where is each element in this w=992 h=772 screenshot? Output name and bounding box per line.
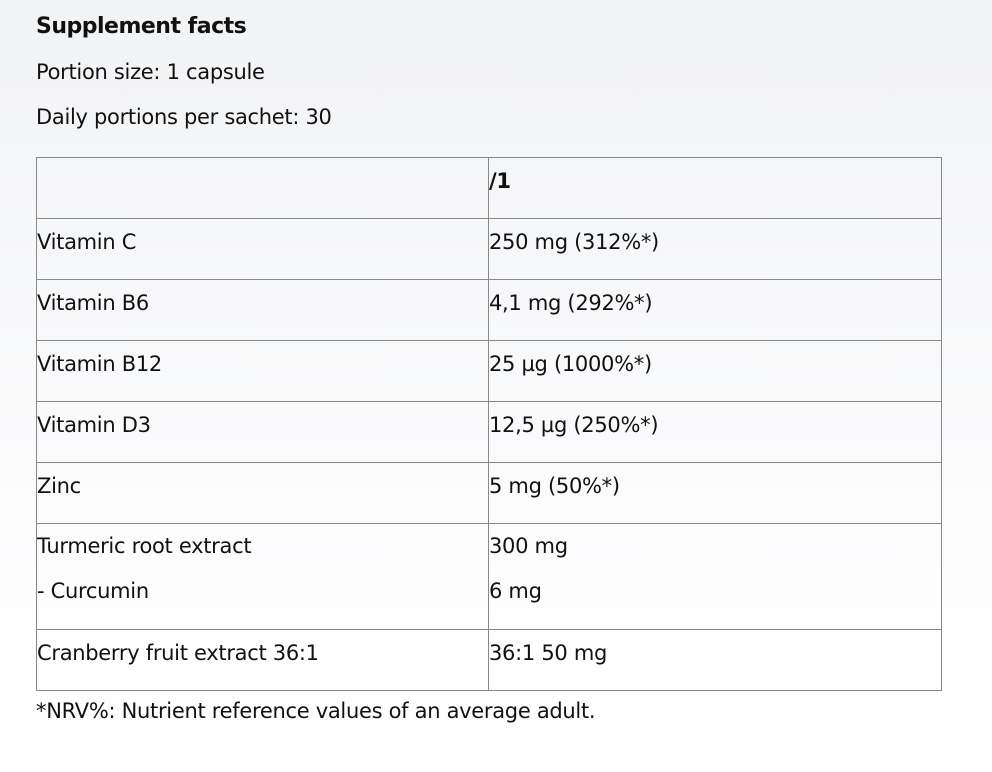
table-row: Vitamin D3 12,5 µg (250%*) [36,401,942,463]
nutrient-name: Vitamin D3 [36,401,489,463]
nutrient-name: Vitamin C [36,218,489,280]
table-row: Zinc 5 mg (50%*) [36,462,942,524]
nutrient-value: 25 µg (1000%*) [488,340,942,402]
nutrient-name: Vitamin B12 [36,340,489,402]
footnote: *NRV%: Nutrient reference values of an a… [36,699,596,723]
table-row-turmeric: Turmeric root extract - Curcumin 300 mg … [36,523,942,630]
supplement-facts-table: /1 Vitamin C 250 mg (312%*) Vitamin B6 4… [36,157,942,691]
daily-portions: Daily portions per sachet: 30 [36,105,332,129]
sub-nutrient-value: 6 mg [489,579,542,603]
nutrient-value: 300 mg [489,534,568,558]
table-row: Vitamin B12 25 µg (1000%*) [36,340,942,402]
nutrient-name: Zinc [36,462,489,524]
table-row: Cranberry fruit extract 36:1 36:1 50 mg [36,629,942,691]
page-title: Supplement facts [36,14,247,39]
nutrient-value: 5 mg (50%*) [488,462,942,524]
sub-nutrient-name: - Curcumin [37,579,149,603]
portion-size: Portion size: 1 capsule [36,60,265,84]
table-row: Vitamin C 250 mg (312%*) [36,218,942,280]
nutrient-value: 4,1 mg (292%*) [488,279,942,341]
nutrient-name: Turmeric root extract [37,534,252,558]
nutrient-name-cell: Turmeric root extract - Curcumin [36,523,489,630]
header-cell: /1 [488,157,942,219]
nutrient-value: 12,5 µg (250%*) [488,401,942,463]
table-header-row: /1 [36,157,942,219]
nutrient-name: Vitamin B6 [36,279,489,341]
table-row: Vitamin B6 4,1 mg (292%*) [36,279,942,341]
nutrient-value: 250 mg (312%*) [488,218,942,280]
nutrient-value: 36:1 50 mg [488,629,942,691]
nutrient-value-cell: 300 mg 6 mg [488,523,942,630]
nutrient-name: Cranberry fruit extract 36:1 [36,629,489,691]
header-cell [36,157,489,219]
